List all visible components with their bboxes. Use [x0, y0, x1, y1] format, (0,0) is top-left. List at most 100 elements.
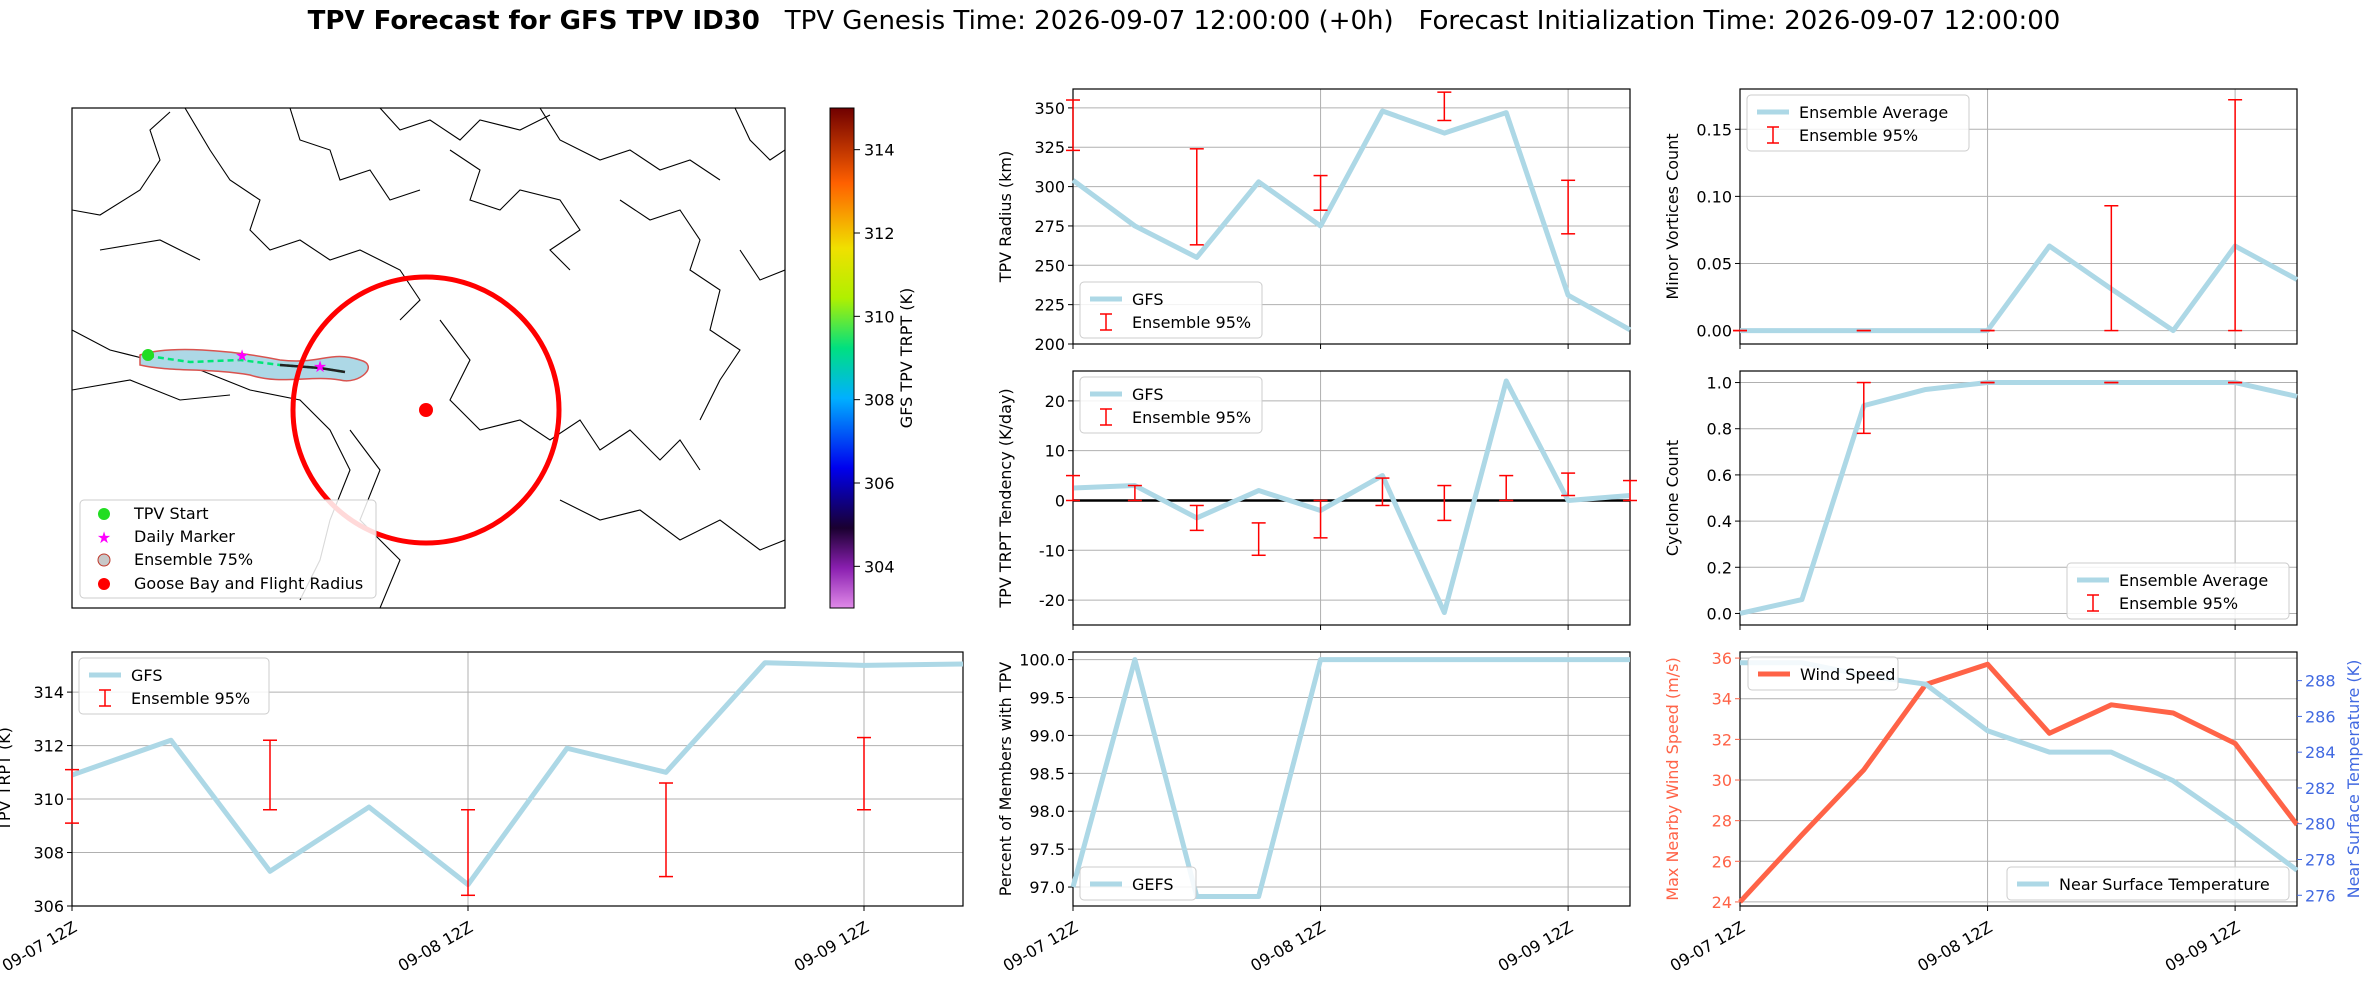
tendency-legend-label: GFS	[1132, 385, 1163, 404]
colorbar: 304 306 308 310 312 314 GFS TPV TRPT (K)	[829, 107, 916, 609]
chart-radius: 200 225 250 275 300 325 350 TPV Radius (km) GFS E…	[996, 88, 1632, 354]
percent-ytick-label: 99.5	[1029, 688, 1065, 707]
colorbar-tick-label-312: 312	[864, 224, 895, 243]
tendency-ylabel: TPV TRPT Tendency (K/day)	[996, 388, 1015, 608]
colorbar-ticks: 304 306 308 310 312 314	[854, 141, 895, 576]
tpv-track	[147, 354, 346, 374]
goose-bay-marker	[419, 403, 433, 417]
colorbar-tick-label-306: 306	[864, 474, 895, 493]
cyclone-frame	[1739, 370, 2298, 626]
cyclone-ytick-label: 0.0	[1707, 604, 1732, 623]
minor-legend-label: Ensemble Average	[1799, 103, 1948, 122]
percent-xtick-label: 09-08 12Z	[1247, 917, 1328, 975]
tendency-legend: GFS Ensemble 95%	[1079, 376, 1263, 434]
minor-legend-frame	[1746, 94, 1970, 152]
chart-trpt: 306 308 310 312 314 09-07 12Z 09-08 12Z 09-09 1…	[0, 651, 964, 975]
wind_temp-ytick-label: 36	[1712, 649, 1732, 668]
wind_temp-legend-label: Wind Speed	[1800, 665, 1895, 684]
trpt-error-bar	[65, 768, 79, 824]
cyclone-ytick-label: 0.2	[1707, 558, 1732, 577]
colorbar-gradient	[829, 107, 855, 609]
cyclone-ytick-label: 0.8	[1707, 420, 1732, 439]
tendency-legend-label: Ensemble 95%	[1132, 408, 1251, 427]
radius-ylabel: TPV Radius (km)	[996, 151, 1015, 284]
cyclone-error-bar	[1856, 381, 1871, 435]
percent-ytick-label: 98.0	[1029, 802, 1065, 821]
colorbar-tick-label-314: 314	[864, 141, 895, 160]
chart-tendency: -20 -10 0 10 20 TPV TRPT Tendency (K/day) GFS E…	[996, 370, 1637, 630]
wind_temp-ylabel: Max Nearby Wind Speed (m/s)	[1663, 657, 1682, 900]
trpt-series-0	[71, 660, 964, 888]
wind_temp-ytick-right-label: 288	[2305, 672, 2336, 691]
tendency-ytick-label: 0	[1055, 491, 1065, 510]
wind_temp-legend-frame	[2006, 866, 2290, 901]
minor-error-bar	[2104, 205, 2119, 332]
percent-legend: GEFS	[1079, 866, 1197, 901]
tendency-error-bar	[1251, 522, 1266, 557]
tendency-error-bar	[1313, 499, 1328, 539]
legend-ensemble-swatch	[97, 553, 111, 567]
tendency-ytick-label: 10	[1045, 442, 1065, 461]
trpt-xtick-label: 09-08 12Z	[395, 917, 476, 975]
radius-error-bar	[1189, 148, 1204, 246]
trpt-legend-label: GFS	[131, 666, 162, 685]
tendency-error-bar	[1066, 474, 1080, 502]
radius-legend-label: GFS	[1132, 290, 1163, 309]
wind_temp-series-0	[1738, 661, 2299, 904]
ensemble-75-shape	[139, 348, 369, 382]
cyclone-ytick-label: 0.4	[1707, 512, 1732, 531]
cyclone-legend-frame	[2066, 562, 2290, 620]
cyclone-legend-label: Ensemble 95%	[2119, 594, 2238, 613]
tendency-error-bar	[1437, 484, 1452, 522]
chart-percent: 97.0 97.5 98.0 98.5 99.0 99.5 100.0 09-07 12Z 09…	[996, 651, 1631, 975]
chart-minor: 0.00 0.05 0.10 0.15 Minor Vortices Count Ense…	[1663, 88, 2299, 349]
minor-error-bar	[2228, 98, 2243, 332]
legend-ensemble: Ensemble 75%	[134, 550, 253, 569]
percent-legend-frame	[1079, 866, 1197, 901]
legend-goose-bay: Goose Bay and Flight Radius	[134, 574, 363, 593]
minor-ytick-label: 0.00	[1696, 322, 1732, 341]
wind_temp-ytick-label: 26	[1712, 852, 1732, 871]
trpt-ytick-label: 306	[33, 897, 64, 916]
daily-marker-2: ★	[313, 357, 327, 376]
wind_temp-ytick-right-label: 280	[2305, 815, 2336, 834]
wind_temp-ytick-right-label: 284	[2305, 743, 2336, 762]
minor-frame	[1739, 88, 2298, 345]
trpt-error-bar	[263, 739, 277, 811]
colorbar-tick-label-304: 304	[864, 557, 895, 576]
minor-ytick-label: 0.15	[1696, 120, 1732, 139]
trpt-error-bar	[659, 782, 673, 878]
wind_temp-ytick-right-label: 278	[2305, 850, 2336, 869]
tendency-ytick-label: -20	[1039, 591, 1065, 610]
minor-ytick-label: 0.10	[1696, 187, 1732, 206]
flight-radius-circle	[290, 274, 562, 546]
cyclone-ytick-label: 0.6	[1707, 466, 1732, 485]
tendency-error-bar	[1127, 484, 1142, 502]
legend-goose-bay-swatch	[98, 578, 110, 590]
trpt-error-bar	[461, 808, 475, 897]
tpv-start-marker	[142, 349, 154, 361]
cyclone-ylabel: Cyclone Count	[1663, 440, 1682, 556]
wind_temp-xtick-label: 09-08 12Z	[1914, 917, 1995, 975]
wind_temp-ytick-label: 32	[1712, 730, 1732, 749]
legend-tpv-start-swatch	[98, 508, 110, 520]
radius-legend: GFS Ensemble 95%	[1079, 281, 1263, 339]
minor-ytick-label: 0.05	[1696, 254, 1732, 273]
wind_temp-ytick-label: 34	[1712, 690, 1732, 709]
legend-tpv-start: TPV Start	[133, 504, 209, 523]
wind_temp-legend: Near Surface Temperature	[2006, 866, 2290, 901]
wind_temp-ytick-label: 28	[1712, 812, 1732, 831]
radius-error-bar	[1313, 174, 1328, 211]
percent-ylabel: Percent of Members with TPV	[996, 662, 1015, 896]
wind_temp-ytick-right-label: 276	[2305, 886, 2336, 905]
figure-title: TPV Forecast for GFS TPV ID30 TPV Genesi…	[0, 6, 2368, 36]
percent-legend-label: GEFS	[1132, 875, 1174, 894]
trpt-ytick-label: 312	[33, 737, 64, 756]
wind_temp-xtick-label: 09-07 12Z	[1667, 917, 1748, 975]
wind_temp-ytick-right-label: 286	[2305, 707, 2336, 726]
percent-xtick-label: 09-09 12Z	[1495, 917, 1576, 975]
radius-ytick-label: 250	[1034, 256, 1065, 275]
map-coastlines	[72, 108, 785, 608]
tendency-error-bar	[1499, 474, 1514, 502]
wind_temp-frame	[1739, 651, 2298, 907]
